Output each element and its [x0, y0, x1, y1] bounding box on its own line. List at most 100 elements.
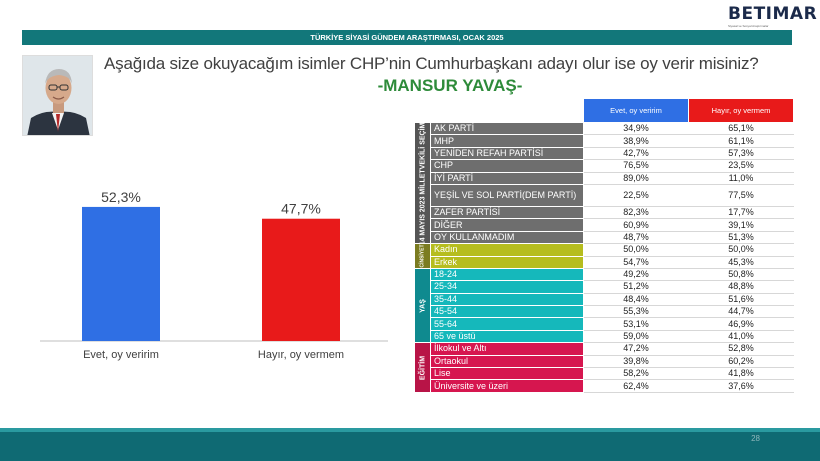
cell-no: 50,0%: [688, 243, 794, 257]
cell-no: 17,7%: [688, 205, 794, 220]
cell-no: 65,1%: [688, 121, 794, 136]
row-label: YEŞİL VE SOL PARTİ(DEM PARTİ): [430, 183, 584, 207]
cell-yes: 51,2%: [583, 280, 689, 294]
cell-no: 61,1%: [688, 134, 794, 148]
cell-no: 46,9%: [688, 317, 794, 331]
cell-no: 51,6%: [688, 292, 794, 307]
table-row: MHP 38,9% 61,1%: [415, 134, 794, 148]
table-row: 45-54 55,3% 44,7%: [415, 305, 794, 319]
bar-value-label: 47,7%: [281, 201, 321, 217]
cell-yes: 34,9%: [583, 121, 689, 136]
table-row: Ortaokul 39,8% 60,2%: [415, 354, 794, 369]
category-label: Evet, oy veririm: [83, 349, 159, 361]
group-label: 14 MAYIS 2023 MİLLETVEKİLİ SEÇİMİ: [414, 120, 431, 246]
table-row: 25-34 51,2% 48,8%: [415, 280, 794, 294]
cell-yes: 38,9%: [583, 134, 689, 148]
cell-yes: 49,2%: [583, 267, 689, 282]
cell-no: 48,8%: [688, 280, 794, 294]
row-label: Lise: [430, 367, 584, 381]
cell-yes: 58,2%: [583, 367, 689, 381]
cell-yes: 55,3%: [583, 305, 689, 319]
table-row: CİNSİYET Kadın 50,0% 50,0%: [414, 243, 794, 269]
cell-no: 51,3%: [688, 230, 794, 245]
logo-text: BETIMAR: [728, 4, 818, 24]
row-label: İYİ PARTİ: [430, 171, 584, 185]
table-row: 55-64 53,1% 46,9%: [415, 317, 794, 331]
cell-no: 60,2%: [688, 354, 794, 369]
table-row: YENİDEN REFAH PARTİSİ 42,7% 57,3%: [415, 146, 794, 161]
cell-yes: 47,2%: [583, 342, 689, 356]
cell-yes: 48,7%: [583, 230, 689, 245]
cell-no: 23,5%: [688, 159, 794, 173]
row-label: MHP: [430, 134, 584, 148]
group-label-text: YAŞ: [419, 298, 426, 313]
cell-yes: 89,0%: [583, 171, 689, 185]
cell-yes: 76,5%: [583, 159, 689, 173]
brand-logo: BETIMAR Siyasal ve Sosyal Araştırmalar: [728, 4, 818, 28]
breakdown-table: Evet, oy veririm Hayır, oy vermem 14 MAY…: [414, 98, 794, 393]
table-row: OY KULLANMADIM 48,7% 51,3%: [415, 230, 794, 245]
row-label: OY KULLANMADIM: [430, 230, 584, 245]
table-row: İYİ PARTİ 89,0% 11,0%: [415, 171, 794, 185]
cell-no: 39,1%: [688, 218, 794, 232]
category-label: Hayır, oy vermem: [258, 349, 344, 361]
header-blank-category: [430, 98, 584, 123]
row-label: Erkek: [430, 255, 584, 269]
cell-yes: 48,4%: [583, 292, 689, 307]
table-row: Lise 58,2% 41,8%: [415, 367, 794, 381]
footer-bar: [0, 428, 820, 461]
row-label: AK PARTİ: [430, 121, 584, 136]
cell-no: 77,5%: [688, 183, 794, 207]
cell-no: 52,8%: [688, 342, 794, 356]
row-label: 65 ve üstü: [430, 329, 584, 344]
cell-no: 45,3%: [688, 255, 794, 269]
header-no: Hayır, oy vermem: [688, 98, 794, 123]
cell-yes: 22,5%: [583, 183, 689, 207]
cell-no: 57,3%: [688, 146, 794, 161]
table-header-row: Evet, oy veririm Hayır, oy vermem: [414, 98, 794, 123]
bar-yes: [82, 206, 160, 341]
logo-subtitle: Siyasal ve Sosyal Araştırmalar: [728, 24, 769, 28]
row-label: Kadın: [430, 243, 584, 257]
cell-yes: 39,8%: [583, 354, 689, 369]
overall-bar-chart: 52,3% Evet, oy veririm 47,7% Hayır, oy verm…: [40, 189, 388, 361]
row-label: 45-54: [430, 305, 584, 319]
group-label-text: EĞİTİM: [419, 355, 426, 380]
row-label: Ortaokul: [430, 354, 584, 369]
table-row: 65 ve üstü 59,0% 41,0%: [415, 329, 794, 344]
table-row: YAŞ 18-24 49,2% 50,8%: [414, 267, 794, 344]
row-label: 25-34: [430, 280, 584, 294]
cell-yes: 62,4%: [583, 379, 689, 393]
table-row: ZAFER PARTİSİ 82,3% 17,7%: [415, 205, 794, 220]
cell-yes: 42,7%: [583, 146, 689, 161]
table-row: Üniversite ve üzeri 62,4% 37,6%: [415, 379, 794, 393]
cell-no: 41,8%: [688, 367, 794, 381]
group-label: EĞİTİM: [414, 342, 431, 393]
group-label: CİNSİYET: [414, 243, 431, 269]
row-label: YENİDEN REFAH PARTİSİ: [430, 146, 584, 161]
table-row: 35-44 48,4% 51,6%: [415, 292, 794, 307]
table-row: Erkek 54,7% 45,3%: [415, 255, 794, 269]
cell-yes: 54,7%: [583, 255, 689, 269]
cell-no: 44,7%: [688, 305, 794, 319]
row-label: 55-64: [430, 317, 584, 331]
candidate-photo: [22, 55, 93, 136]
cell-yes: 50,0%: [583, 243, 689, 257]
row-label: ZAFER PARTİSİ: [430, 205, 584, 220]
row-label: DİĞER: [430, 218, 584, 232]
bar-no: [262, 218, 340, 341]
group-label: YAŞ: [414, 267, 431, 344]
row-label: CHP: [430, 159, 584, 173]
cell-yes: 82,3%: [583, 205, 689, 220]
cell-no: 37,6%: [688, 379, 794, 393]
group-label-text: 14 MAYIS 2023 MİLLETVEKİLİ SEÇİMİ: [419, 120, 426, 246]
cell-no: 50,8%: [688, 267, 794, 282]
group-label-text: CİNSİYET: [419, 244, 425, 268]
table-row: DİĞER 60,9% 39,1%: [415, 218, 794, 232]
header-yes: Evet, oy veririm: [583, 98, 689, 123]
row-label: 35-44: [430, 292, 584, 307]
table-row: EĞİTİM İlkokul ve Altı 47,2% 52,8%: [414, 342, 794, 393]
cell-yes: 59,0%: [583, 329, 689, 344]
page-number: 28: [751, 434, 760, 443]
table-row: CHP 76,5% 23,5%: [415, 159, 794, 173]
